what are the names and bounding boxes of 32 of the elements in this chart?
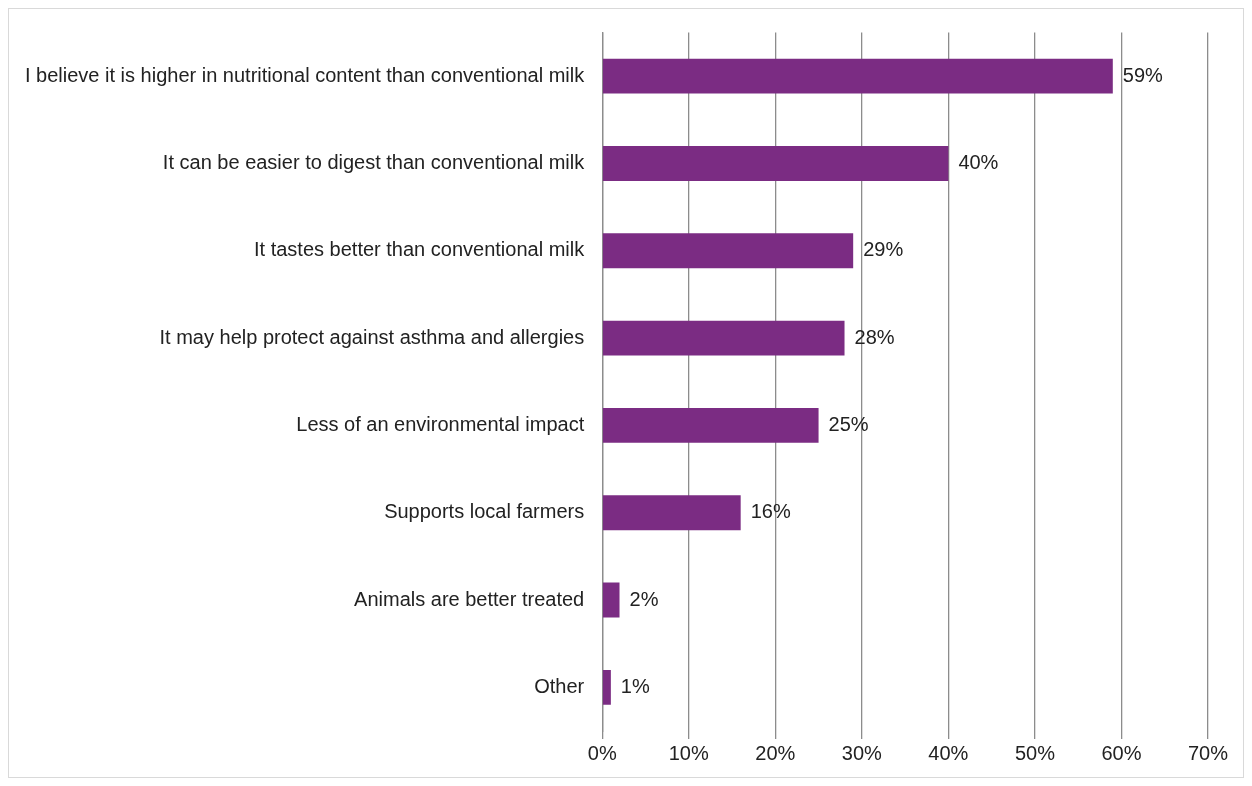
- x-tick-label: 30%: [841, 741, 883, 764]
- data-label: 59%: [1122, 63, 1164, 86]
- x-tick-label: 70%: [1187, 741, 1229, 764]
- x-tick-label: 20%: [755, 741, 796, 764]
- x-tick-label: 40%: [928, 741, 969, 764]
- x-tick-label: 10%: [668, 741, 709, 764]
- data-label: 2%: [629, 587, 659, 610]
- data-label: 1%: [620, 674, 650, 697]
- y-tick-label: Animals are better treated: [354, 587, 585, 610]
- x-tick-label: 50%: [1014, 741, 1056, 764]
- data-label: 16%: [750, 500, 791, 523]
- x-tick-label: 60%: [1101, 741, 1142, 764]
- data-label: 29%: [863, 238, 904, 261]
- y-tick-label: It can be easier to digest than conventional milk: [162, 150, 586, 173]
- bar: [602, 146, 949, 181]
- data-label: 25%: [828, 412, 869, 435]
- bar: [602, 669, 611, 705]
- bar: [602, 233, 854, 269]
- bar: [602, 495, 741, 531]
- y-tick-label: Less of an environmental impact: [296, 412, 585, 435]
- y-tick-label: Supports local farmers: [384, 500, 585, 523]
- bar: [602, 320, 845, 356]
- bar: [602, 58, 1113, 94]
- x-tick-label: 0%: [587, 741, 617, 764]
- bar: [602, 582, 620, 618]
- y-tick-label: Other: [534, 674, 585, 697]
- y-tick-label: It may help protect against asthma and allergies: [159, 325, 585, 348]
- bar: [602, 407, 819, 443]
- y-tick-label: It tastes better than conventional milk: [254, 238, 586, 261]
- y-tick-label: I believe it is higher in nutritional content than conventional milk: [24, 63, 586, 86]
- data-label: 28%: [854, 325, 895, 348]
- data-label: 40%: [958, 150, 999, 173]
